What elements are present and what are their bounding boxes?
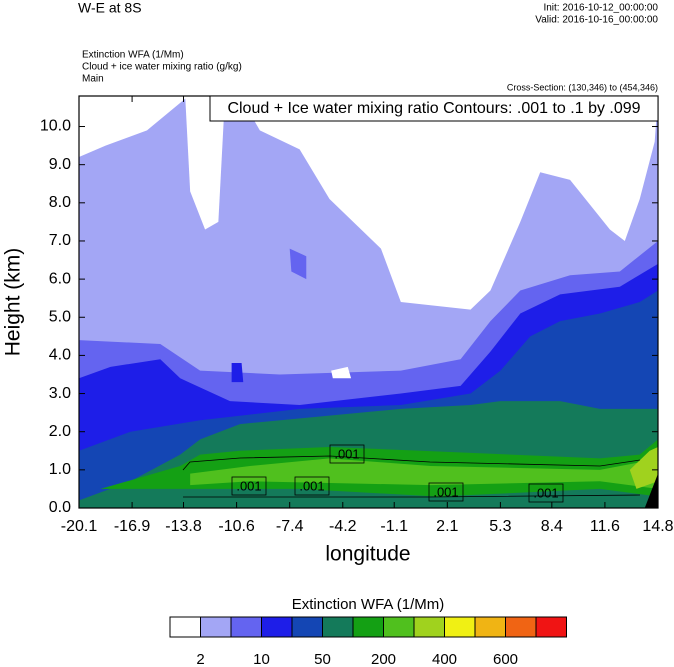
y-tick-label: 8.0 [49, 194, 71, 211]
colorbar-label: 200 [371, 651, 396, 667]
contour-label-box [528, 483, 564, 503]
y-tick-label: 7.0 [49, 232, 71, 249]
x-tick-label: 5.3 [489, 518, 511, 535]
field-label: Cloud + ice water mixing ratio (g/kg) [82, 62, 242, 73]
colorbar-box [200, 616, 232, 638]
y-tick-label: 6.0 [49, 270, 71, 287]
y-tick-label: 10.0 [40, 118, 71, 135]
y-axis-label: Height (km) [2, 248, 25, 357]
colorbar-box [413, 616, 445, 638]
cross-section: Cross-Section: (130,346) to (454,346) [507, 82, 658, 92]
x-tick-label: 11.6 [590, 518, 620, 535]
contour-label-box [231, 476, 267, 496]
x-axis-label: longitude [325, 543, 410, 566]
contour-region [185, 96, 225, 230]
contour-region [231, 363, 244, 383]
colorbar-box [444, 616, 476, 638]
colorbar-box [322, 616, 354, 638]
contour-label: .001 [533, 485, 558, 500]
colorbar-label: 400 [432, 651, 457, 667]
init-time: Init: 2016-10-12_00:00:00 [543, 3, 658, 14]
y-tick-label: 5.0 [49, 308, 71, 325]
colorbar-box [383, 616, 415, 638]
colorbar-box [261, 616, 293, 638]
colorbar-label: 600 [493, 651, 518, 667]
colorbar-box [474, 616, 506, 638]
x-tick-label: 2.1 [436, 518, 458, 535]
contour-label: .001 [433, 484, 458, 499]
contour-region [239, 96, 658, 310]
x-tick-label: 8.4 [541, 518, 563, 535]
x-tick-label: -10.6 [218, 518, 255, 535]
contour-region [190, 450, 658, 489]
terrain [644, 473, 658, 508]
colorbar-box [352, 616, 384, 638]
y-tick-label: 1.0 [49, 461, 71, 478]
colorbar-box [169, 616, 201, 638]
contour-label-box [329, 444, 365, 464]
contour-region [289, 248, 307, 280]
y-tick-label: 4.0 [49, 347, 71, 364]
contour-label: .001 [334, 446, 359, 461]
field-label: Extinction WFA (1/Mm) [82, 50, 184, 61]
colorbar-box [291, 616, 323, 638]
field-label: Main [82, 74, 104, 85]
contour-region [629, 446, 658, 489]
x-tick-label: -1.1 [380, 518, 408, 535]
colorbar-label: 10 [253, 651, 270, 667]
contour-label-box [294, 476, 330, 496]
colorbar-box [505, 616, 537, 638]
contour-region [331, 366, 352, 379]
y-tick-label: 2.0 [49, 423, 71, 440]
y-tick-label: 9.0 [49, 156, 71, 173]
contour-label: .001 [299, 478, 324, 493]
contour-title: Cloud + Ice water mixing ratio Contours:… [227, 100, 640, 117]
chart-title: W-E at 8S [78, 0, 142, 16]
x-tick-label: -20.1 [61, 518, 98, 535]
colorbar-label: 2 [196, 651, 204, 667]
x-tick-label: -4.2 [329, 518, 357, 535]
colorbar-label: 50 [314, 651, 331, 667]
x-tick-label: -13.8 [165, 518, 202, 535]
valid-time: Valid: 2016-10-16_00:00:00 [535, 15, 658, 26]
y-tick-label: 3.0 [49, 385, 71, 402]
x-tick-label: 14.8 [642, 518, 673, 535]
contour-label: .001 [236, 478, 261, 493]
contour-label-box [428, 482, 464, 502]
x-tick-label: -16.9 [114, 518, 151, 535]
colorbar-box [535, 616, 567, 638]
colorbar-title: Extinction WFA (1/Mm) [292, 596, 445, 613]
colorbar-box [230, 616, 262, 638]
x-tick-label: -7.4 [276, 518, 304, 535]
contour-title-box [209, 95, 659, 122]
y-tick-label: 0.0 [49, 499, 71, 516]
